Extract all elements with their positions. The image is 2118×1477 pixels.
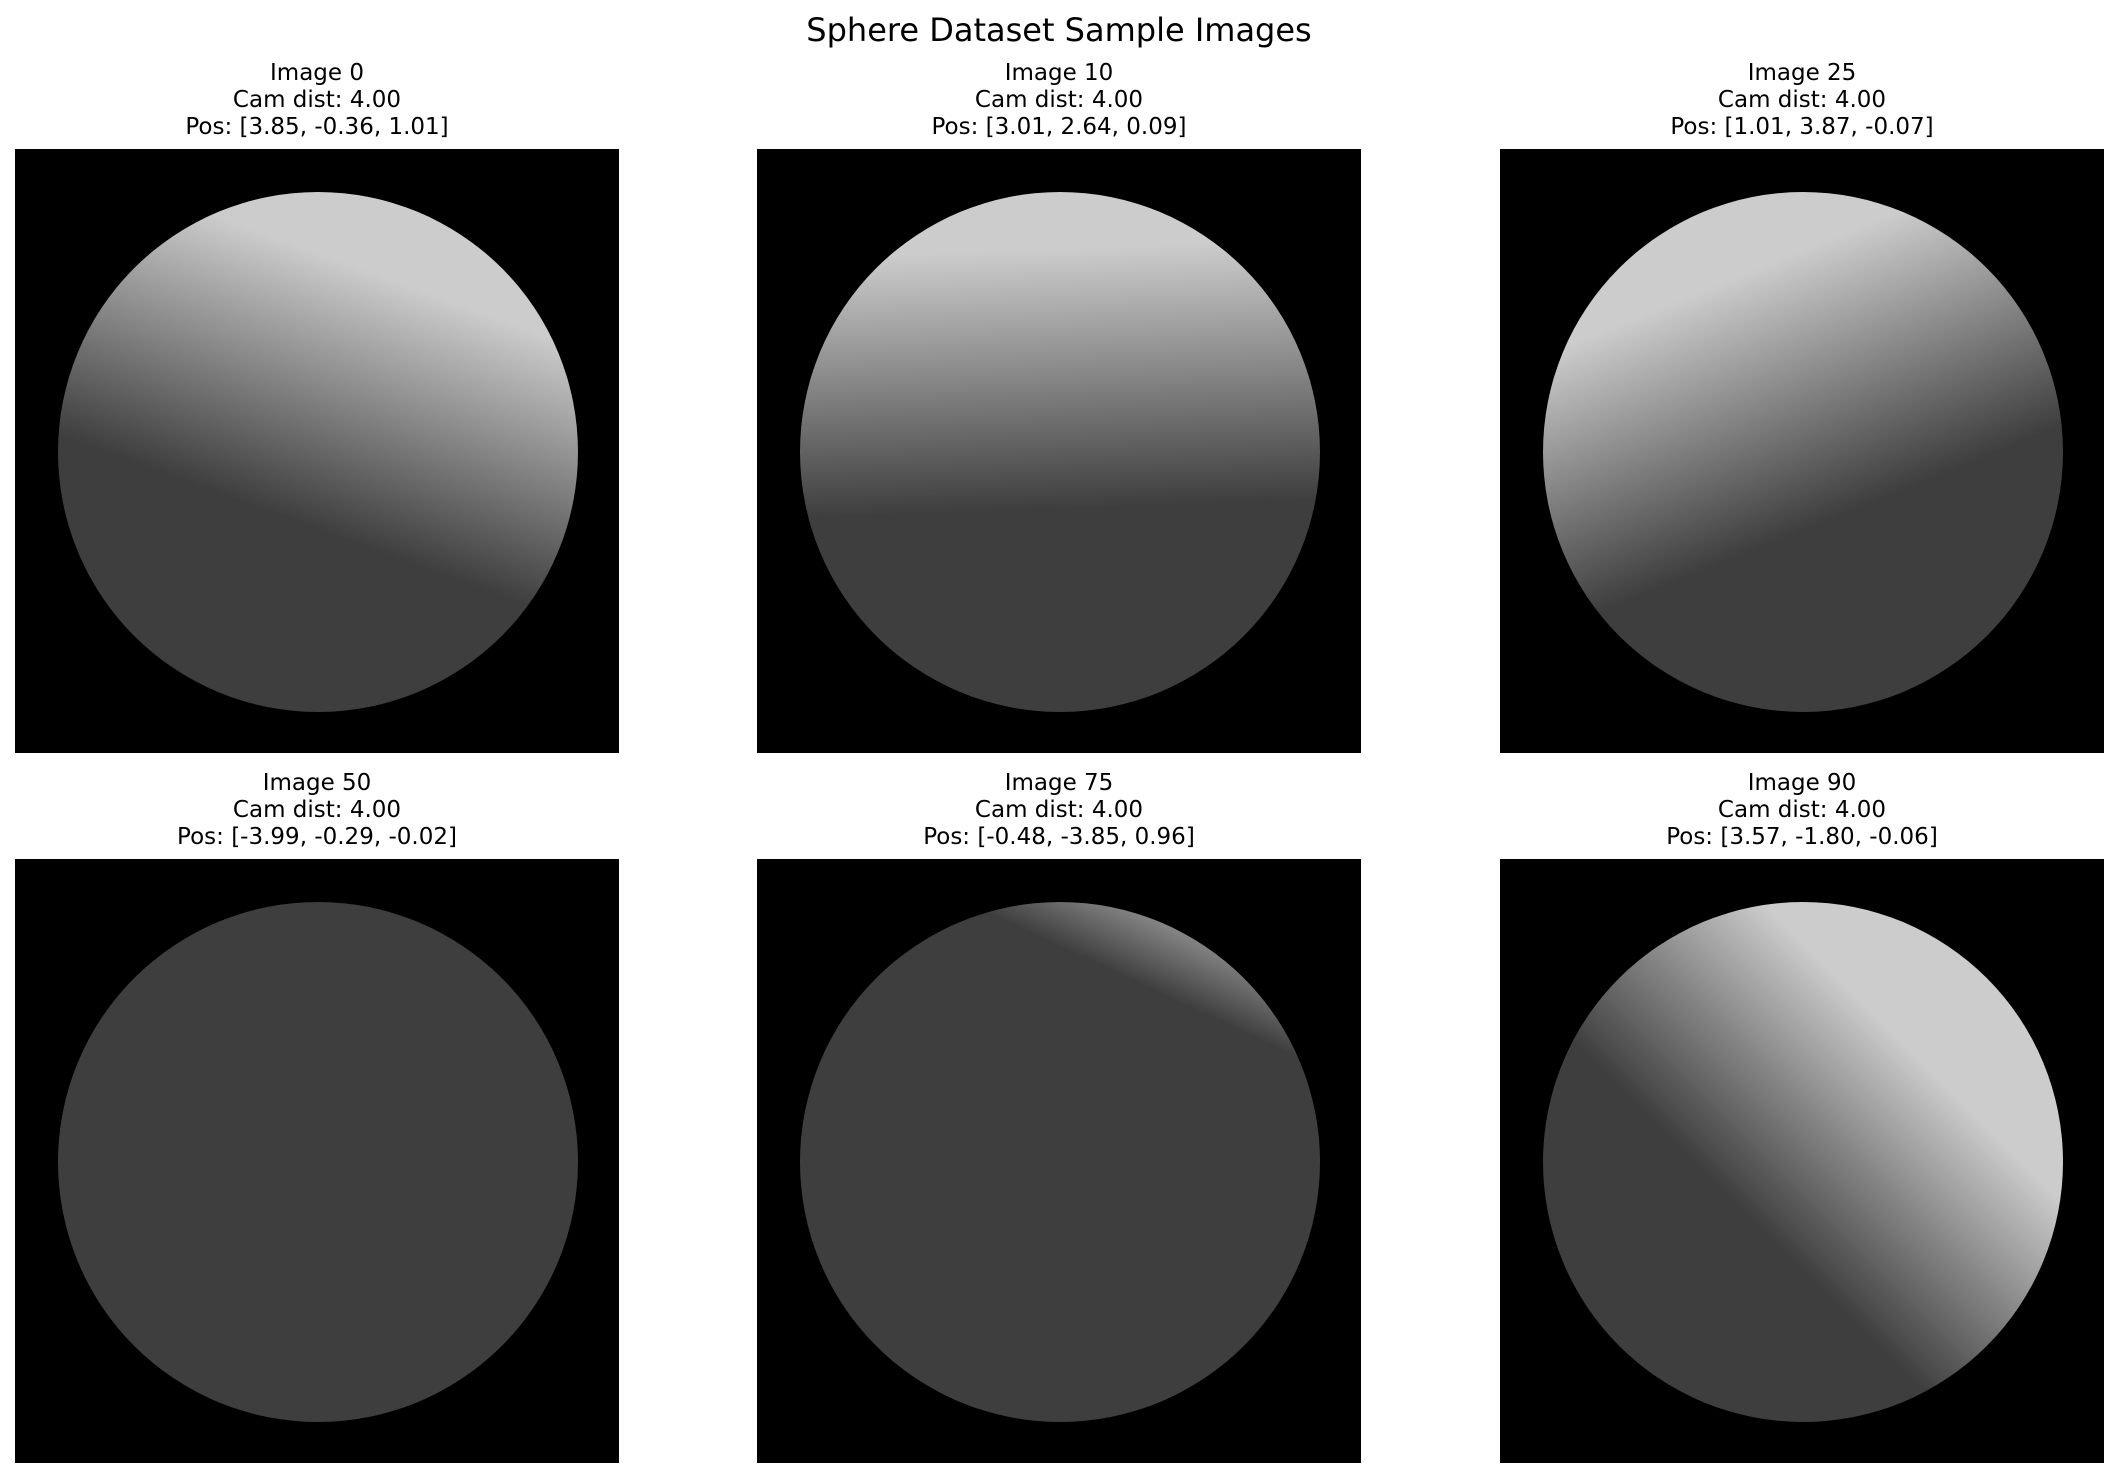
figure-title: Sphere Dataset Sample Images <box>806 11 1312 49</box>
image-label: Image 90 <box>1747 770 1857 796</box>
sphere-image <box>1500 149 2104 753</box>
sphere-image <box>15 859 619 1463</box>
sphere-image <box>757 149 1361 753</box>
pos-label: Pos: [3.85, -0.36, 1.01] <box>185 114 449 140</box>
cam-dist-label: Cam dist: 4.00 <box>1717 797 1887 823</box>
sphere-image <box>15 149 619 753</box>
panel-title: Image 25 Cam dist: 4.00 Pos: [1.01, 3.87… <box>1480 60 2118 141</box>
image-label: Image 75 <box>1004 770 1114 796</box>
pos-label: Pos: [1.01, 3.87, -0.07] <box>1670 114 1934 140</box>
image-label: Image 0 <box>270 60 364 86</box>
sphere <box>58 192 578 712</box>
panel-title: Image 75 Cam dist: 4.00 Pos: [-0.48, -3.… <box>737 770 1381 851</box>
sphere-render <box>1501 150 2103 752</box>
cam-dist-label: Cam dist: 4.00 <box>1717 87 1887 113</box>
image-label: Image 25 <box>1747 60 1857 86</box>
panel-title: Image 90 Cam dist: 4.00 Pos: [3.57, -1.8… <box>1480 770 2118 851</box>
panel-title: Image 10 Cam dist: 4.00 Pos: [3.01, 2.64… <box>737 60 1381 141</box>
sphere <box>58 902 578 1422</box>
sphere-render <box>758 860 1360 1462</box>
pos-label: Pos: [-0.48, -3.85, 0.96] <box>923 824 1195 850</box>
cam-dist-label: Cam dist: 4.00 <box>974 87 1144 113</box>
image-label: Image 10 <box>1004 60 1114 86</box>
pos-label: Pos: [3.01, 2.64, 0.09] <box>931 114 1187 140</box>
sphere <box>1543 902 2063 1422</box>
panel-title: Image 50 Cam dist: 4.00 Pos: [-3.99, -0.… <box>0 770 639 851</box>
sphere-image <box>1500 859 2104 1463</box>
sphere-render <box>1501 860 2103 1462</box>
sphere-render <box>16 150 618 752</box>
panel-title: Image 0 Cam dist: 4.00 Pos: [3.85, -0.36… <box>0 60 639 141</box>
sphere <box>800 192 1320 712</box>
cam-dist-label: Cam dist: 4.00 <box>974 797 1144 823</box>
pos-label: Pos: [-3.99, -0.29, -0.02] <box>177 824 457 850</box>
sphere-render <box>16 860 618 1462</box>
pos-label: Pos: [3.57, -1.80, -0.06] <box>1666 824 1938 850</box>
cam-dist-label: Cam dist: 4.00 <box>232 797 402 823</box>
sphere <box>1543 192 2063 712</box>
cam-dist-label: Cam dist: 4.00 <box>232 87 402 113</box>
sphere <box>800 902 1320 1422</box>
sphere-render <box>758 150 1360 752</box>
image-label: Image 50 <box>262 770 372 796</box>
sphere-image <box>757 859 1361 1463</box>
